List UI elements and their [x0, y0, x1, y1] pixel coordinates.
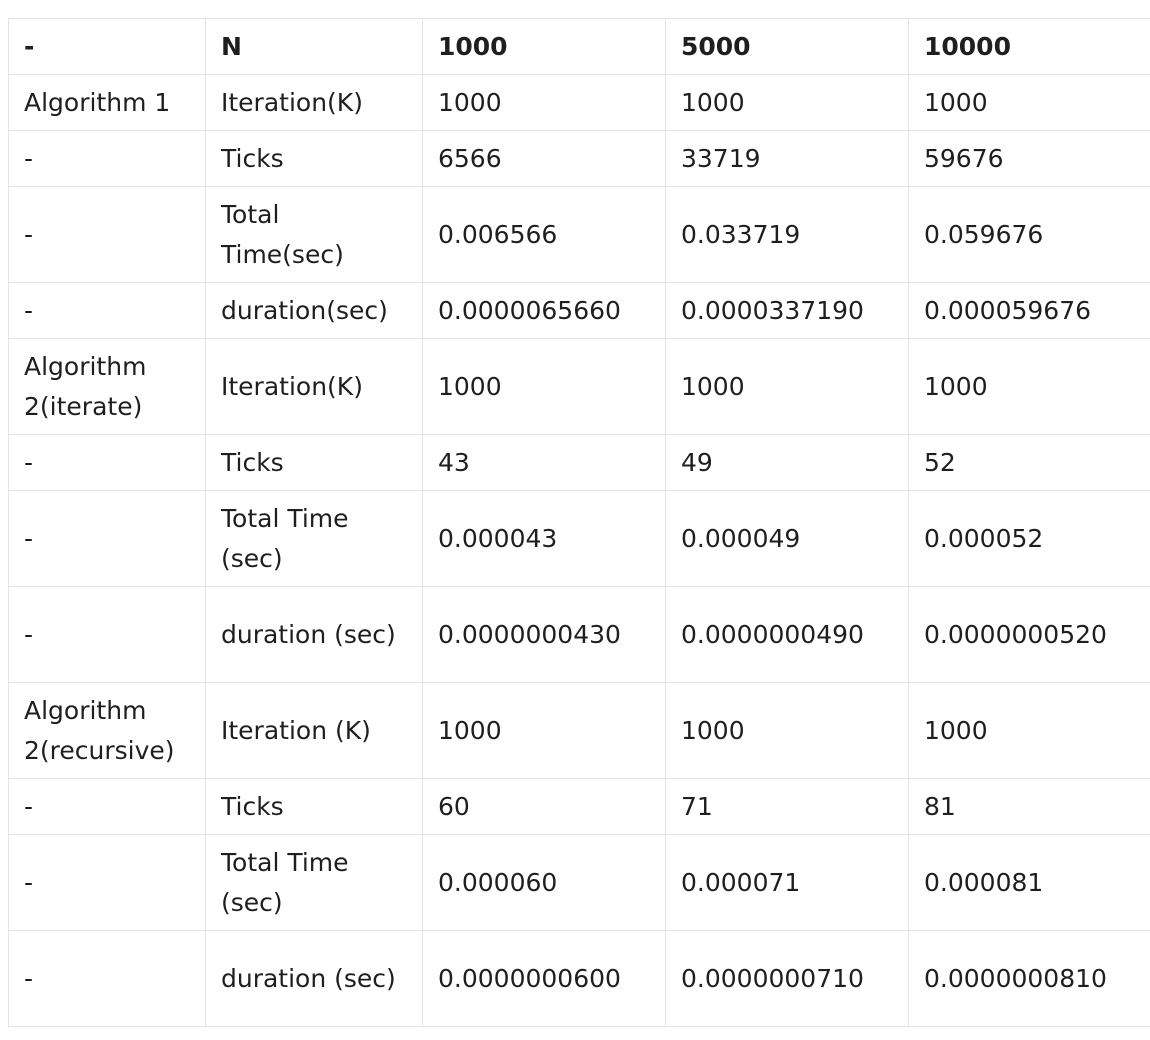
table-cell: Ticks — [205, 434, 423, 491]
table-cell: 33719 — [665, 130, 909, 187]
table-cell: 1000 — [422, 74, 666, 131]
table-cell: Iteration(K) — [205, 338, 423, 435]
table-cell: Ticks — [205, 130, 423, 187]
table-cell: 0.0000000430 — [422, 586, 666, 683]
table-cell: 59676 — [908, 130, 1150, 187]
table-row: - duration(sec) 0.0000065660 0.000033719… — [8, 282, 1150, 339]
table-cell: 43 — [422, 434, 666, 491]
table-cell: Total Time (sec) — [205, 490, 423, 587]
table-cell: 0.000060 — [422, 834, 666, 931]
table-cell: 1000 — [908, 338, 1150, 435]
table-cell: 0.000081 — [908, 834, 1150, 931]
table-header: - N 1000 5000 10000 — [8, 18, 1150, 75]
table-cell: 0.033719 — [665, 186, 909, 283]
table-cell: 71 — [665, 778, 909, 835]
table-cell: 1000 — [665, 338, 909, 435]
table-cell: - — [8, 778, 206, 835]
table-cell: 0.0000065660 — [422, 282, 666, 339]
table-cell: 0.0000000520 — [908, 586, 1150, 683]
table-cell: 52 — [908, 434, 1150, 491]
header-cell: 1000 — [422, 18, 666, 75]
table-row: - duration (sec) 0.0000000600 0.00000007… — [8, 930, 1150, 1027]
table-cell: 0.000071 — [665, 834, 909, 931]
header-cell: - — [8, 18, 206, 75]
table-cell: 1000 — [422, 338, 666, 435]
table-row: - Total Time (sec) 0.000043 0.000049 0.0… — [8, 490, 1150, 587]
table-cell: 0.006566 — [422, 186, 666, 283]
header-cell: 10000 — [908, 18, 1150, 75]
table-cell: 0.000049 — [665, 490, 909, 587]
table-cell: Algorithm 1 — [8, 74, 206, 131]
table-cell: Total Time(sec) — [205, 186, 423, 283]
table-row: - Ticks 6566 33719 59676 — [8, 130, 1150, 187]
table-cell: 49 — [665, 434, 909, 491]
table-cell: - — [8, 282, 206, 339]
table-row: - Ticks 43 49 52 — [8, 434, 1150, 491]
table-cell: 1000 — [908, 682, 1150, 779]
table-row: - Total Time (sec) 0.000060 0.000071 0.0… — [8, 834, 1150, 931]
header-cell: N — [205, 18, 423, 75]
table-cell: Iteration(K) — [205, 74, 423, 131]
table-cell: - — [8, 130, 206, 187]
benchmark-table: - N 1000 5000 10000 Algorithm 1 Iteratio… — [8, 18, 1150, 1027]
table-cell: 6566 — [422, 130, 666, 187]
table-cell: - — [8, 490, 206, 587]
table-cell: - — [8, 586, 206, 683]
table-cell: 0.0000337190 — [665, 282, 909, 339]
table-cell: Iteration (K) — [205, 682, 423, 779]
table-cell: 0.059676 — [908, 186, 1150, 283]
table-cell: - — [8, 434, 206, 491]
table-cell: duration (sec) — [205, 586, 423, 683]
table-cell: duration (sec) — [205, 930, 423, 1027]
table-row: Algorithm 2(recursive) Iteration (K) 100… — [8, 682, 1150, 779]
table-cell: 0.0000000710 — [665, 930, 909, 1027]
table-cell: 60 — [422, 778, 666, 835]
table-cell: 1000 — [665, 682, 909, 779]
table-cell: 81 — [908, 778, 1150, 835]
table-cell: 1000 — [665, 74, 909, 131]
table-cell: Algorithm 2(recursive) — [8, 682, 206, 779]
table-cell: 0.0000000490 — [665, 586, 909, 683]
table-cell: 0.000043 — [422, 490, 666, 587]
table-row: - Total Time(sec) 0.006566 0.033719 0.05… — [8, 186, 1150, 283]
table-body: Algorithm 1 Iteration(K) 1000 1000 1000 … — [8, 74, 1150, 1027]
table-cell: - — [8, 186, 206, 283]
table-cell: 0.000059676 — [908, 282, 1150, 339]
table-row: - Ticks 60 71 81 — [8, 778, 1150, 835]
table-cell: 0.000052 — [908, 490, 1150, 587]
header-cell: 5000 — [665, 18, 909, 75]
table-cell: 0.0000000600 — [422, 930, 666, 1027]
table-row: - duration (sec) 0.0000000430 0.00000004… — [8, 586, 1150, 683]
table-cell: Algorithm 2(iterate) — [8, 338, 206, 435]
table-container: - N 1000 5000 10000 Algorithm 1 Iteratio… — [8, 18, 1150, 1027]
table-row: Algorithm 2(iterate) Iteration(K) 1000 1… — [8, 338, 1150, 435]
table-cell: - — [8, 834, 206, 931]
table-cell: duration(sec) — [205, 282, 423, 339]
table-cell: - — [8, 930, 206, 1027]
header-row: - N 1000 5000 10000 — [8, 18, 1150, 75]
table-cell: 0.0000000810 — [908, 930, 1150, 1027]
table-row: Algorithm 1 Iteration(K) 1000 1000 1000 — [8, 74, 1150, 131]
table-cell: Ticks — [205, 778, 423, 835]
table-cell: 1000 — [908, 74, 1150, 131]
table-cell: Total Time (sec) — [205, 834, 423, 931]
table-cell: 1000 — [422, 682, 666, 779]
